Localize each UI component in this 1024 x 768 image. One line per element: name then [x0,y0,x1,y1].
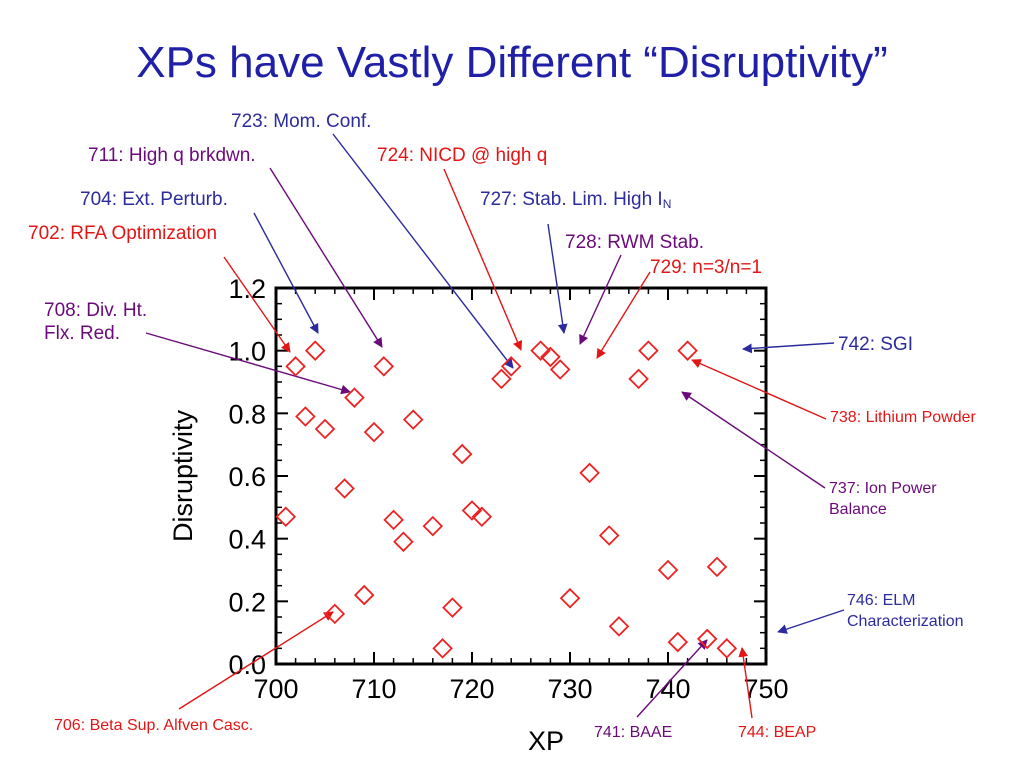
annotation-727-text: 727: Stab. Lim. High I [480,189,663,210]
annotation-728: 728: RWM Stab. [565,232,705,253]
y-tick-label: 0.0 [228,650,266,680]
y-tick-label: 0.4 [228,525,266,555]
arrow-706 [178,611,334,710]
annotation-724: 724: NICD @ high q [377,145,548,166]
y-tick-label: 0.8 [228,399,266,429]
data-point-xp-745 [706,556,728,578]
x-tick-label: 720 [449,674,494,704]
data-point-xp-738 [638,340,659,361]
y-tick-label: 1.2 [228,274,266,304]
x-axis-label: XP [528,726,564,756]
annotation-746-line1: 746: ELM [847,592,916,609]
annotation-738: 738: Lithium Powder [830,409,976,426]
data-point-xp-705 [314,418,336,440]
data-point-xp-714 [402,409,424,430]
data-point-xp-716 [422,515,444,537]
annotation-arrows [145,133,845,719]
data-point-xp-711 [373,356,395,377]
data-point-xp-721 [471,506,493,528]
data-point-xp-734 [598,525,620,546]
annotation-702: 702: RFA Optimization [28,223,218,244]
data-point-xp-732 [579,462,600,484]
annotation-746-line2: Characterization [847,613,964,630]
arrow-741 [636,639,708,718]
data-point-xp-703 [295,406,316,427]
data-point-xp-724 [500,356,522,377]
annotation-737: 737: Ion Power Balance [829,478,937,520]
data-point-xp-727 [530,340,551,361]
annotation-708-line1: 708: Div. Ht. [44,300,148,321]
data-point-xp-730 [559,587,581,609]
data-point-xp-712 [383,509,404,531]
data-point-xp-702 [285,356,306,377]
data-point-xp-708 [344,387,365,408]
annotation-742: 742: SGI [838,334,913,355]
data-point-xp-735 [608,616,630,637]
x-tick-label: 730 [547,674,592,704]
arrow-729 [596,271,651,359]
annotation-737-line2: Balance [829,501,887,518]
arrow-704 [253,212,319,334]
data-point-xp-710 [363,421,385,443]
arrow-728 [579,254,622,345]
arrow-711 [269,167,383,348]
arrow-738 [691,359,827,420]
annotation-729: 729: n=3/n=1 [650,257,762,278]
annotation-737-line1: 737: Ion Power [829,480,937,497]
annotation-744: 744: BEAP [738,724,817,741]
data-point-xp-720 [461,500,483,521]
arrow-702 [223,256,291,353]
x-tick-label: 710 [351,674,396,704]
y-axis-label: Disruptivity [168,409,198,542]
x-tick-label: 700 [253,674,298,704]
annotation-746: 746: ELM Characterization [847,590,964,632]
data-point-xp-737 [628,368,649,390]
arrow-746 [777,609,845,634]
data-point-xp-707 [334,478,355,499]
data-point-xp-709 [353,584,375,606]
data-point-xp-723 [491,368,512,390]
data-point-xp-719 [451,443,473,465]
annotation-708: 708: Div. Ht. Flx. Red. [44,299,147,345]
arrow-708 [145,332,351,395]
data-point-xp-718 [442,597,463,618]
plot-frame [274,286,768,666]
data-point-xp-744 [696,628,718,650]
arrow-727 [547,223,568,334]
data-point-xp-742 [677,340,698,361]
arrow-742 [742,342,835,354]
data-point-xp-740 [657,559,679,581]
annotation-741: 741: BAAE [594,724,673,741]
data-point-xp-741 [667,631,689,653]
arrow-724 [443,168,523,351]
data-point-xp-701 [275,506,297,528]
annotation-704: 704: Ext. Perturb. [80,189,228,210]
arrow-723 [332,133,514,369]
data-markers [275,340,738,659]
data-point-xp-704 [304,340,326,361]
slide-title: XPs have Vastly Different “Disruptivity” [136,38,888,87]
arrow-744 [738,647,753,719]
annotation-727-subscript: N [662,197,672,211]
annotation-711: 711: High q brkdwn. [88,145,256,166]
arrow-737 [681,391,826,489]
y-tick-label: 0.2 [228,587,266,617]
data-point-xp-717 [432,638,453,659]
y-tick-label: 0.6 [228,462,266,492]
axis-ticks [275,287,767,665]
annotation-708-line2: Flx. Red. [44,323,121,344]
data-point-xp-729 [549,359,571,380]
annotation-727: 727: Stab. Lim. High IN [480,189,671,211]
data-point-xp-728 [540,346,561,368]
annotation-706: 706: Beta Sup. Alfven Casc. [54,717,254,734]
data-point-xp-713 [393,531,414,553]
data-point-xp-746 [716,638,738,659]
x-tick-label: 750 [743,674,788,704]
data-point-xp-706 [324,603,346,625]
annotation-723: 723: Mom. Conf. [231,111,372,132]
